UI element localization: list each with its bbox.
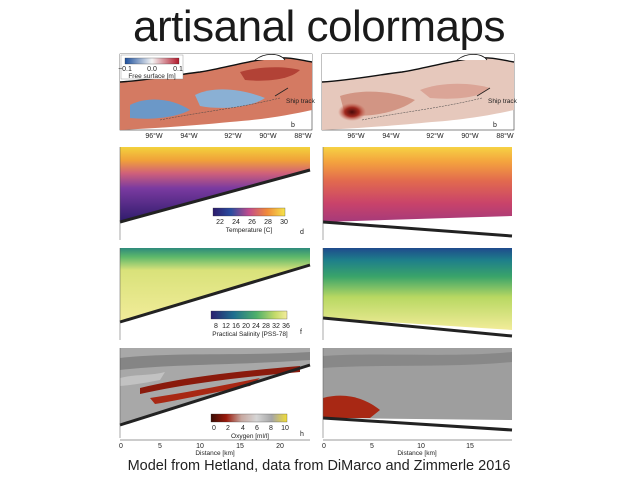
- temp-cbar-tick: 28: [264, 219, 272, 226]
- oxy-cbar-tick: 8: [269, 425, 273, 432]
- lon-tick: 96°W: [145, 132, 163, 140]
- temperature-section-right: [322, 147, 513, 240]
- distance-tick: 15: [236, 443, 244, 450]
- ship-track-label: Ship track: [286, 98, 316, 105]
- salinity-section-left: 8 12 16 20 24 28 32 36 Practical Salinit…: [119, 248, 311, 340]
- sal-cbar-tick: 36: [282, 323, 290, 330]
- sal-cbar-label: Practical Salinity [PSS-78]: [212, 331, 288, 338]
- oxy-cbar-tick: 10: [281, 425, 289, 432]
- sal-cbar-tick: 28: [262, 323, 270, 330]
- distance-tick: 5: [370, 443, 374, 450]
- map-cbar-tick: −0.1: [118, 66, 132, 73]
- distance-tick: 15: [466, 443, 474, 450]
- distance-tick: 10: [196, 443, 204, 450]
- sal-cbar-tick: 32: [272, 323, 280, 330]
- temperature-section-left: 22 24 26 28 30 Temperature [C] d: [119, 147, 311, 240]
- temp-cbar-tick: 30: [280, 219, 288, 226]
- map-panel-right: Ship track b 96°W 94°W 92°W 90°W 88°W: [321, 53, 518, 140]
- map-panel-left: −0.1 0.0 0.1 Free surface [m] Ship track…: [118, 53, 316, 140]
- salinity-section-right: [322, 248, 513, 340]
- sal-cbar-tick: 20: [242, 323, 250, 330]
- panel-letter: f: [300, 329, 302, 336]
- temp-cbar-tick: 26: [248, 219, 256, 226]
- panel-letter: b: [493, 122, 497, 129]
- panel-letter: b: [291, 122, 295, 129]
- distance-tick: 5: [158, 443, 162, 450]
- temp-cbar-tick: 24: [232, 219, 240, 226]
- map-cbar-tick: 0.1: [173, 66, 183, 73]
- oxy-cbar-tick: 4: [241, 425, 245, 432]
- oxy-cbar-label: Oxygen [ml/l]: [231, 433, 269, 440]
- lon-tick: 88°W: [294, 132, 312, 140]
- distance-xlabel: Distance [km]: [397, 450, 437, 457]
- lon-tick: 92°W: [426, 132, 444, 140]
- oxy-cbar-tick: 2: [226, 425, 230, 432]
- sal-cbar-tick: 24: [252, 323, 260, 330]
- sal-cbar-tick: 16: [232, 323, 240, 330]
- lon-tick: 90°W: [461, 132, 479, 140]
- ship-track-label: Ship track: [488, 98, 518, 105]
- slide-title: artisanal colormaps: [133, 2, 506, 51]
- distance-tick: 0: [119, 443, 123, 450]
- lon-tick: 88°W: [496, 132, 514, 140]
- temp-cbar-tick: 22: [216, 219, 224, 226]
- map-cbar-label: Free surface [m]: [128, 73, 176, 80]
- lon-tick: 94°W: [382, 132, 400, 140]
- distance-tick: 0: [322, 443, 326, 450]
- sal-cbar-tick: 8: [214, 323, 218, 330]
- distance-tick: 10: [417, 443, 425, 450]
- distance-xlabel: Distance [km]: [195, 450, 235, 457]
- lon-tick: 94°W: [180, 132, 198, 140]
- map-cbar-tick: 0.0: [147, 66, 157, 73]
- oxygen-section-right: 0 5 10 15 Distance [km]: [322, 348, 513, 457]
- oxy-cbar-tick: 6: [255, 425, 259, 432]
- distance-tick: 20: [276, 443, 284, 450]
- lon-tick: 92°W: [224, 132, 242, 140]
- oxygen-section-left: 0 2 4 6 8 10 Oxygen [ml/l] h 0 5 10 15 2…: [119, 348, 311, 457]
- panel-letter: d: [300, 229, 304, 236]
- lon-tick: 96°W: [347, 132, 365, 140]
- temp-cbar-label: Temperature [C]: [226, 227, 273, 234]
- slide-caption: Model from Hetland, data from DiMarco an…: [127, 458, 511, 474]
- lon-tick: 90°W: [259, 132, 277, 140]
- panel-letter: h: [300, 431, 304, 438]
- sal-cbar-tick: 12: [222, 323, 230, 330]
- oxy-cbar-tick: 0: [212, 425, 216, 432]
